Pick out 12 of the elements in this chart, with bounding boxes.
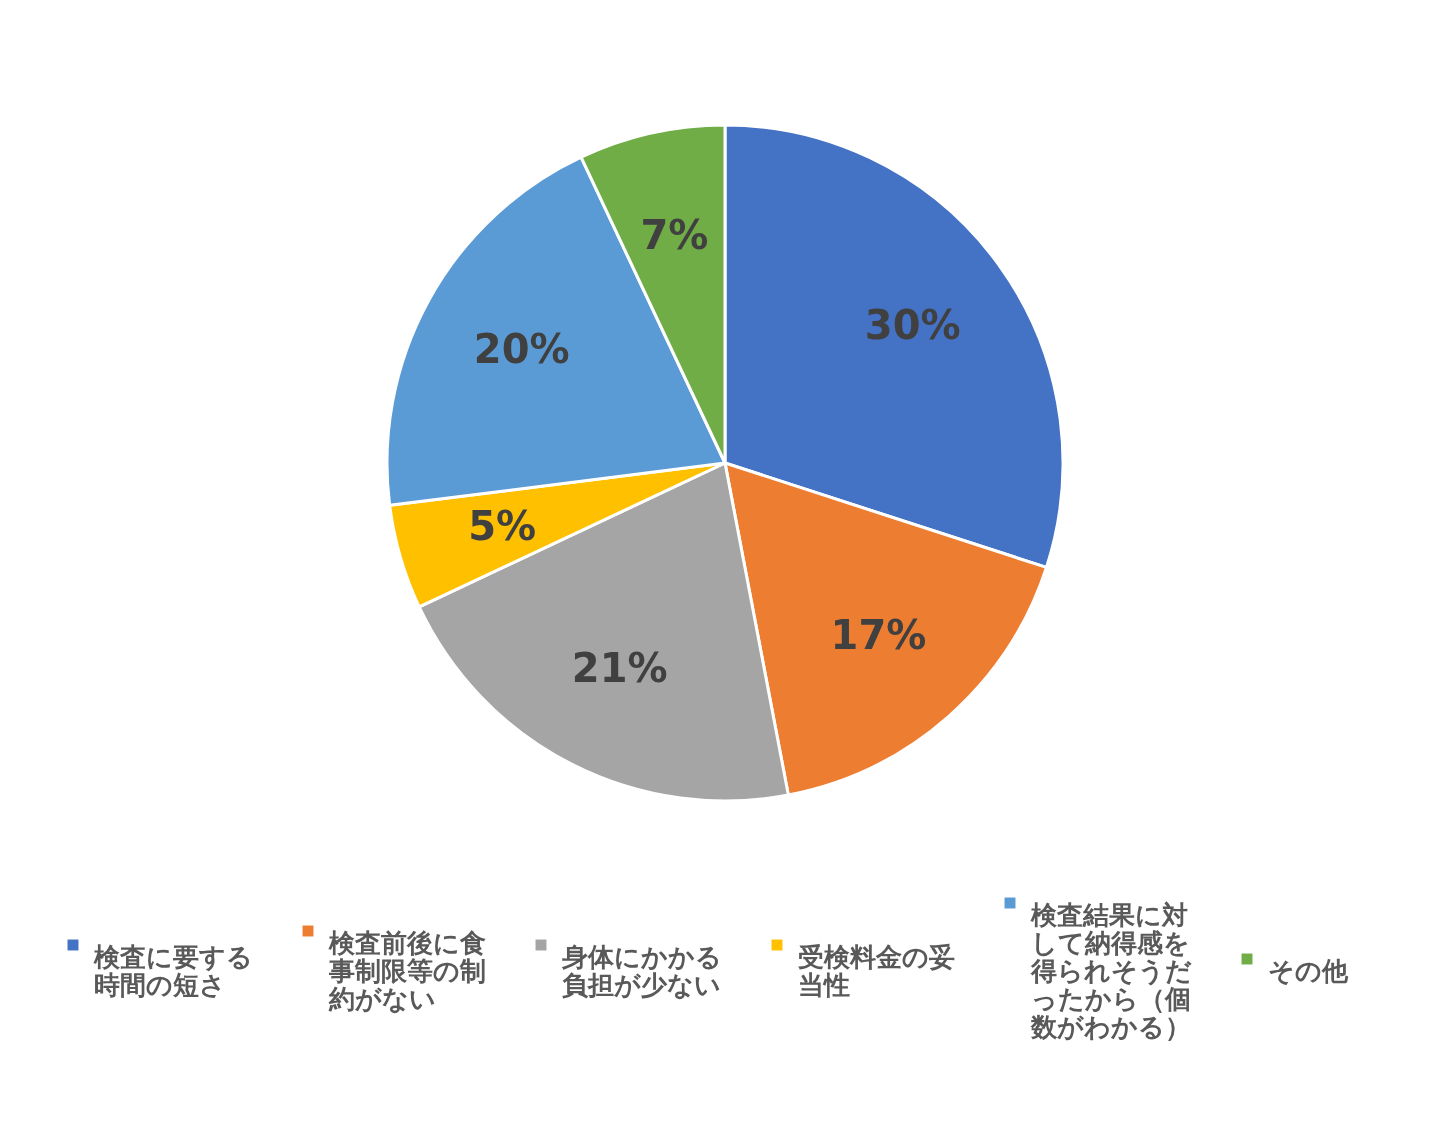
data-label: 30% bbox=[864, 301, 961, 348]
data-label: 5% bbox=[468, 502, 537, 549]
legend-label: 検査結果に対して納得感を得られそうだったから（個数がわかる） bbox=[1030, 900, 1192, 1042]
legend-label: 受検料金の妥当性 bbox=[798, 942, 955, 1000]
data-label: 7% bbox=[640, 211, 709, 258]
legend-label: 検査前後に食事制限等の制約がない bbox=[328, 928, 486, 1014]
legend-label: 検査に要する時間の短さ bbox=[93, 942, 253, 1000]
legend-label: 身体にかかる負担が少ない bbox=[561, 942, 722, 1000]
data-label: 20% bbox=[473, 326, 570, 373]
data-label: 17% bbox=[830, 612, 927, 659]
data-label: 21% bbox=[571, 644, 668, 691]
legend-label: その他 bbox=[1268, 956, 1349, 986]
